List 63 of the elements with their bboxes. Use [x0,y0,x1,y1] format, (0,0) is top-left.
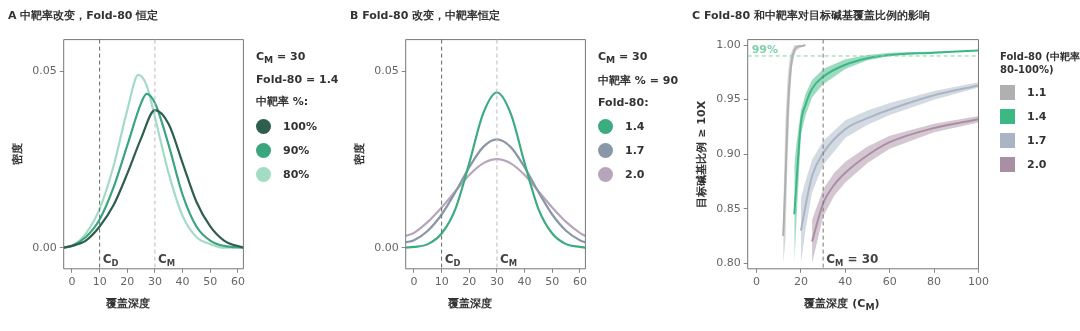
y-tick-label: 0.90 [716,147,741,161]
legend-label: 2.0 [1027,158,1047,171]
x-tick-label: 60 [230,275,245,289]
legend-title: Fold-80 (中靶率 80-100%) [1000,50,1080,75]
text: C$_{M}$ = 30 [256,50,307,66]
legend-label: 1.7 [1027,134,1047,147]
line-series [799,84,979,232]
text: 中靶率 % = 90 [598,73,680,89]
legend-label: 1.4 [625,120,645,134]
x-tick-label: 20 [462,275,477,289]
x-tick-label: 20 [793,275,808,289]
legend-label: 80% [283,168,310,182]
legend-label: 1.4 [1027,110,1047,123]
x-tick-label: 0 [68,275,76,289]
x-tick-label: 40 [517,275,532,289]
chart-title: C Fold-80 和中靶率对目标碱基覆盖比例的影响 [692,8,931,24]
x-axis-title: 覆盖深度 [106,296,150,311]
y-tick-label: 0.95 [716,92,741,106]
chart-title: A 中靶率改变，Fold-80 恒定 [8,8,160,24]
line-series [405,91,586,249]
legend-label: 1.7 [625,144,645,158]
x-tick-label: 40 [838,275,853,289]
x-tick-label: 0 [410,275,418,289]
x-axis-title: 覆盖深度 [448,296,492,311]
y-tick-label: 0.85 [716,201,741,215]
y-tick-label: 0.05 [32,64,57,78]
legend-title: Fold-80: [598,96,650,110]
y-tick-label: 0.00 [32,240,57,254]
line-series [405,138,586,244]
x-axis-title: 覆盖深度 (C$_{M}$) [804,296,880,313]
legend-label: 90% [283,144,310,158]
x-tick-label: 10 [434,275,449,289]
x-tick-label: 30 [489,275,504,289]
legend-label: 100% [283,120,317,134]
x-tick-label: 60 [572,275,587,289]
y-axis-title: 密度 [11,143,25,166]
legend-label: 1.1 [1027,86,1047,99]
x-tick-label: 40 [175,275,190,289]
x-tick-label: 20 [120,275,135,289]
x-tick-label: 50 [545,275,560,289]
text: C$_{M}$ = 30 [598,50,649,66]
y-tick-label: 0.00 [374,240,399,254]
line-series [405,158,586,238]
chart-title: B Fold-80 改变，中靶率恒定 [350,8,502,24]
y-axis-title: 密度 [353,143,367,166]
x-tick-label: 0 [753,275,761,289]
y-axis-title: 目标碱基比例 ≥ 10X [695,100,709,208]
legend-label: 2.0 [625,168,645,182]
x-tick-label: 60 [882,275,897,289]
text: Fold-80 = 1.4 [256,73,340,87]
line-series [811,118,979,243]
line-series [782,44,807,238]
x-tick-label: 100 [968,275,989,289]
line-series [793,49,979,216]
legend-title: 中靶率 %: [256,94,310,110]
x-tick-label: 80 [927,275,942,289]
y-tick-label: 1.00 [716,37,741,51]
x-tick-label: 10 [92,275,107,289]
y-tick-label: 0.05 [374,64,399,78]
x-tick-label: 30 [147,275,162,289]
y-tick-label: 0.80 [716,256,741,270]
ref-line-label: 99% [751,42,779,56]
x-tick-label: 50 [203,275,218,289]
